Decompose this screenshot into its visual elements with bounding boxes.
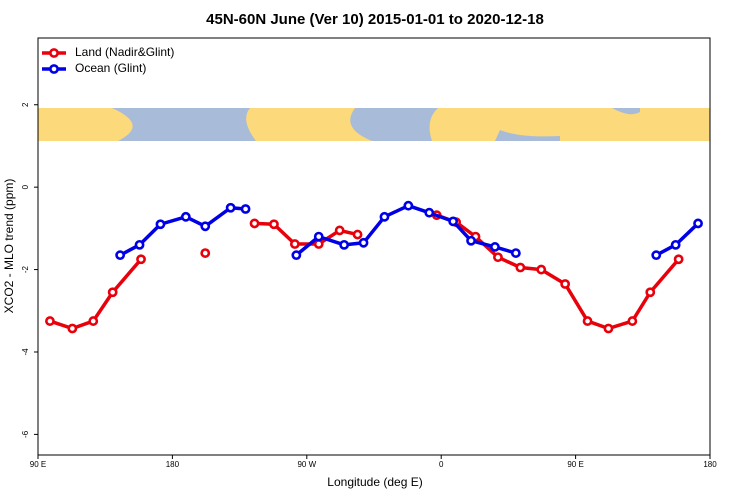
legend-label: Land (Nadir&Glint) (75, 45, 174, 59)
data-point (67, 323, 78, 334)
data-point (115, 250, 126, 261)
data-point (515, 262, 526, 273)
data-point (269, 219, 279, 230)
data-point (510, 248, 521, 258)
data-point (107, 287, 118, 298)
data-point (45, 316, 55, 326)
x-tick-label: 180 (166, 460, 180, 469)
legend-label: Ocean (Glint) (75, 61, 146, 75)
data-point (603, 323, 614, 334)
data-point (240, 204, 251, 214)
data-point (693, 218, 703, 229)
data-point (289, 239, 300, 249)
data-point (466, 235, 476, 246)
data-point (448, 216, 459, 227)
data-point (339, 239, 350, 250)
data-point (490, 242, 500, 252)
data-point (358, 237, 369, 248)
data-point (88, 316, 99, 326)
y-tick-label: 0 (21, 184, 30, 189)
x-tick-label: 90 W (297, 460, 316, 469)
data-point (582, 316, 593, 326)
data-point (291, 250, 302, 261)
plot-frame (37, 37, 711, 456)
x-tick-label: 90 E (30, 460, 46, 469)
series-line (49, 213, 680, 331)
data-point (136, 254, 146, 265)
x-tick-label: 180 (703, 460, 717, 469)
x-axis-label: Longitude (deg E) (327, 475, 422, 489)
data-point (200, 248, 211, 258)
data-point (134, 239, 145, 250)
legend-marker (49, 48, 59, 58)
data-point (200, 221, 211, 232)
legend-marker (49, 64, 59, 74)
data-point (403, 200, 414, 211)
data-point (424, 207, 435, 218)
chart-title: 45N-60N June (Ver 10) 2015-01-01 to 2020… (206, 11, 544, 28)
x-tick-label: 90 E (567, 460, 583, 469)
data-point (645, 287, 656, 298)
data-point (627, 316, 638, 326)
data-point (225, 202, 236, 213)
data-point (670, 239, 681, 250)
data-point (560, 279, 571, 289)
data-point (536, 264, 547, 275)
data-point (249, 218, 260, 229)
y-axis-label: XCO2 - MLO trend (ppm) (2, 179, 16, 314)
y-tick-label: -6 (21, 430, 30, 438)
data-point (673, 254, 684, 265)
data-point (379, 211, 390, 222)
data-point (313, 231, 324, 242)
data-point (155, 219, 166, 230)
data-point (334, 225, 345, 236)
y-tick-label: -4 (21, 348, 30, 356)
data-point (352, 229, 363, 240)
y-tick-label: -2 (21, 265, 30, 273)
x-tick-label: 0 (439, 460, 444, 469)
data-point (493, 252, 503, 263)
y-tick-label: 2 (21, 102, 30, 107)
data-point (651, 250, 662, 261)
data-point (180, 211, 191, 222)
map-strip (38, 108, 710, 141)
